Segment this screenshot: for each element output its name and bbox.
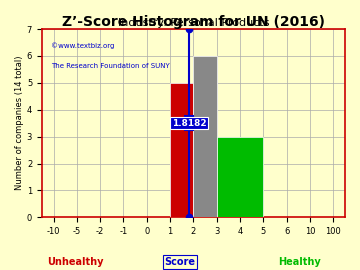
- Text: ©www.textbiz.org: ©www.textbiz.org: [51, 42, 114, 49]
- Bar: [170, 83, 193, 217]
- Text: The Research Foundation of SUNY: The Research Foundation of SUNY: [51, 63, 170, 69]
- Y-axis label: Number of companies (14 total): Number of companies (14 total): [15, 56, 24, 190]
- Text: Healthy: Healthy: [278, 257, 320, 267]
- Text: 1.8182: 1.8182: [172, 119, 207, 128]
- Bar: [193, 56, 217, 217]
- Text: Score: Score: [165, 257, 195, 267]
- Bar: [217, 137, 264, 217]
- Text: Industry: Personal Products: Industry: Personal Products: [118, 18, 269, 28]
- Text: Unhealthy: Unhealthy: [47, 257, 103, 267]
- Title: Z’-Score Histogram for UN (2016): Z’-Score Histogram for UN (2016): [62, 15, 325, 29]
